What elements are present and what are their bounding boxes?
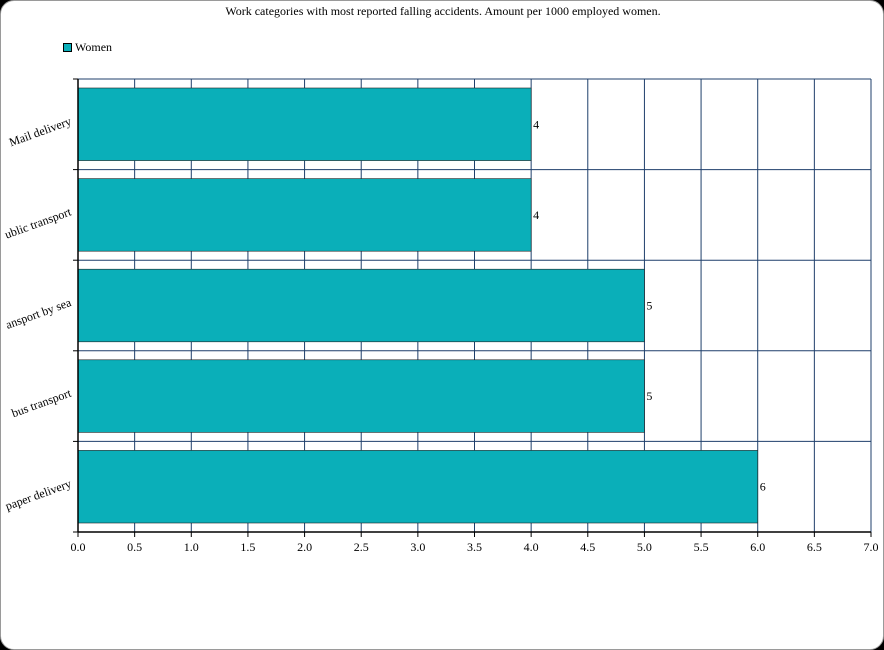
- bar: [77, 87, 532, 161]
- x-tick-label: 2.5: [354, 540, 369, 554]
- data-label: 5: [646, 389, 652, 403]
- legend: Women: [63, 40, 112, 55]
- category-label: ublic transport: [3, 204, 74, 241]
- x-tick-label: 4.5: [580, 540, 595, 554]
- legend-swatch: [63, 43, 72, 52]
- category-label: paper delivery: [3, 476, 73, 513]
- data-label: 4: [533, 117, 539, 131]
- data-label: 5: [646, 299, 652, 313]
- category-label: ansport by sea: [4, 295, 74, 332]
- x-tick-label: 3.0: [410, 540, 425, 554]
- data-label: 4: [533, 208, 539, 222]
- x-tick-label: 3.5: [467, 540, 482, 554]
- category-label: Mail delivery: [7, 114, 73, 149]
- x-tick-label: 5.5: [694, 540, 709, 554]
- category-label: bus transport: [10, 386, 74, 421]
- chart-title: Work categories with most reported falli…: [225, 4, 661, 18]
- x-tick-label: 6.0: [750, 540, 765, 554]
- x-tick-label: 1.0: [184, 540, 199, 554]
- x-tick-label: 1.5: [240, 540, 255, 554]
- bar: [77, 178, 532, 252]
- x-tick-label: 0.0: [71, 540, 86, 554]
- x-tick-label: 5.0: [637, 540, 652, 554]
- x-tick-label: 2.0: [297, 540, 312, 554]
- x-tick-label: 0.5: [127, 540, 142, 554]
- x-tick-label: 6.5: [807, 540, 822, 554]
- data-label: 6: [760, 480, 766, 494]
- x-tick-label: 7.0: [864, 540, 879, 554]
- bar: [77, 450, 759, 524]
- legend-label: Women: [75, 40, 113, 54]
- bar: [77, 268, 645, 343]
- bar: [77, 359, 645, 433]
- x-tick-label: 4.0: [524, 540, 539, 554]
